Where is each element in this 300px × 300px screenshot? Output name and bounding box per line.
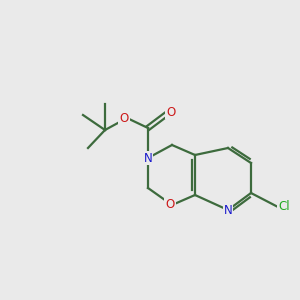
Text: O: O bbox=[119, 112, 129, 125]
Text: N: N bbox=[224, 203, 232, 217]
Text: O: O bbox=[165, 199, 175, 212]
Text: Cl: Cl bbox=[278, 200, 290, 214]
Text: O: O bbox=[167, 106, 176, 118]
Text: N: N bbox=[144, 152, 152, 164]
